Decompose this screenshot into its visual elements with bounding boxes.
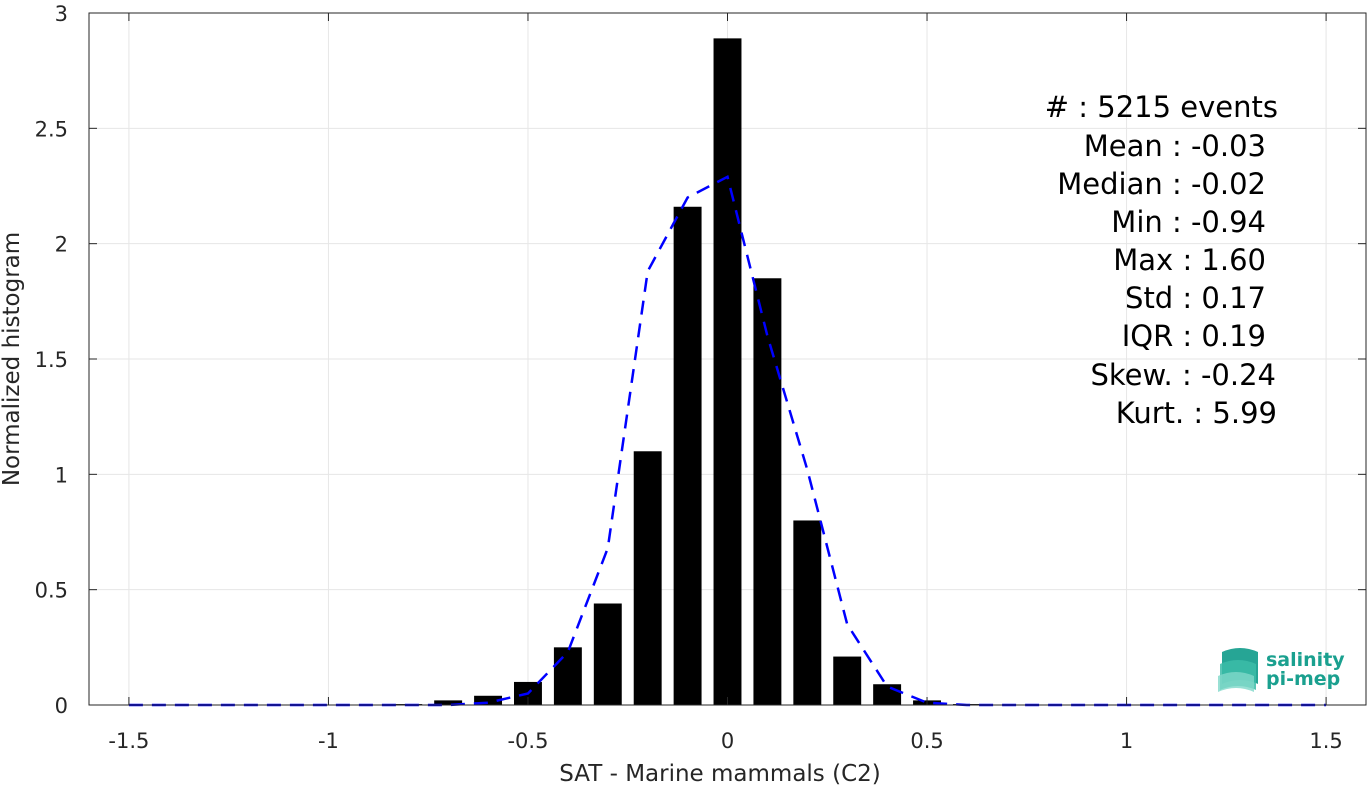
y-tick-label: 2 bbox=[55, 233, 68, 257]
histogram-bar bbox=[553, 647, 582, 705]
y-tick-label: 0 bbox=[55, 694, 68, 718]
tick-labels: -1.5 -1 -0.5 0 0.5 1 1.5 0 0.5 1 1.5 2 2.5 3 bbox=[35, 2, 1343, 753]
axis-ticks bbox=[89, 12, 1366, 706]
logo-line1: salinity bbox=[1266, 649, 1345, 671]
stat-skew: Skew. : -0.24 bbox=[1090, 358, 1276, 392]
histogram-bar bbox=[833, 656, 862, 705]
waves-icon bbox=[1218, 648, 1258, 692]
histogram-bar bbox=[673, 206, 702, 705]
histogram-bar bbox=[793, 520, 822, 705]
x-tick-label: 1 bbox=[1120, 729, 1133, 753]
bar-series bbox=[394, 38, 1341, 705]
logo-line2: pi-mep bbox=[1266, 668, 1340, 690]
stat-iqr: IQR : 0.19 bbox=[1122, 319, 1266, 353]
x-axis-label: SAT - Marine mammals (C2) bbox=[559, 761, 881, 785]
stat-mean: Mean : -0.03 bbox=[1084, 129, 1266, 163]
stat-min: Min : -0.94 bbox=[1111, 205, 1266, 239]
stat-median: Median : -0.02 bbox=[1057, 167, 1266, 201]
stat-kurt: Kurt. : 5.99 bbox=[1116, 396, 1277, 430]
y-tick-label: 3 bbox=[55, 2, 68, 26]
histogram-bar bbox=[434, 700, 463, 705]
y-axis-label: Normalized histogram bbox=[0, 232, 25, 486]
stat-max: Max : 1.60 bbox=[1113, 243, 1266, 277]
histogram-bar bbox=[593, 603, 622, 705]
histogram-bar bbox=[753, 278, 782, 705]
histogram-bar bbox=[713, 38, 742, 705]
histogram-bar bbox=[633, 451, 662, 705]
x-tick-label: 1.5 bbox=[1309, 729, 1342, 753]
x-tick-label: -0.5 bbox=[507, 729, 548, 753]
histogram-bar bbox=[474, 695, 503, 705]
stats-box: # : 5215 events Mean : -0.03 Median : -0… bbox=[1045, 90, 1278, 430]
x-tick-label: -1 bbox=[318, 729, 339, 753]
stat-count: # : 5215 events bbox=[1045, 90, 1278, 124]
salinity-pimep-logo: salinity pi-mep bbox=[1218, 648, 1345, 692]
histogram-bar bbox=[873, 684, 902, 705]
y-tick-label: 2.5 bbox=[35, 117, 68, 141]
x-tick-label: 0.5 bbox=[910, 729, 943, 753]
x-tick-label: 0 bbox=[721, 729, 734, 753]
y-tick-label: 1 bbox=[55, 463, 68, 487]
x-tick-label: -1.5 bbox=[108, 729, 149, 753]
stat-std: Std : 0.17 bbox=[1125, 281, 1266, 315]
y-tick-label: 0.5 bbox=[35, 579, 68, 603]
y-tick-label: 1.5 bbox=[35, 348, 68, 372]
